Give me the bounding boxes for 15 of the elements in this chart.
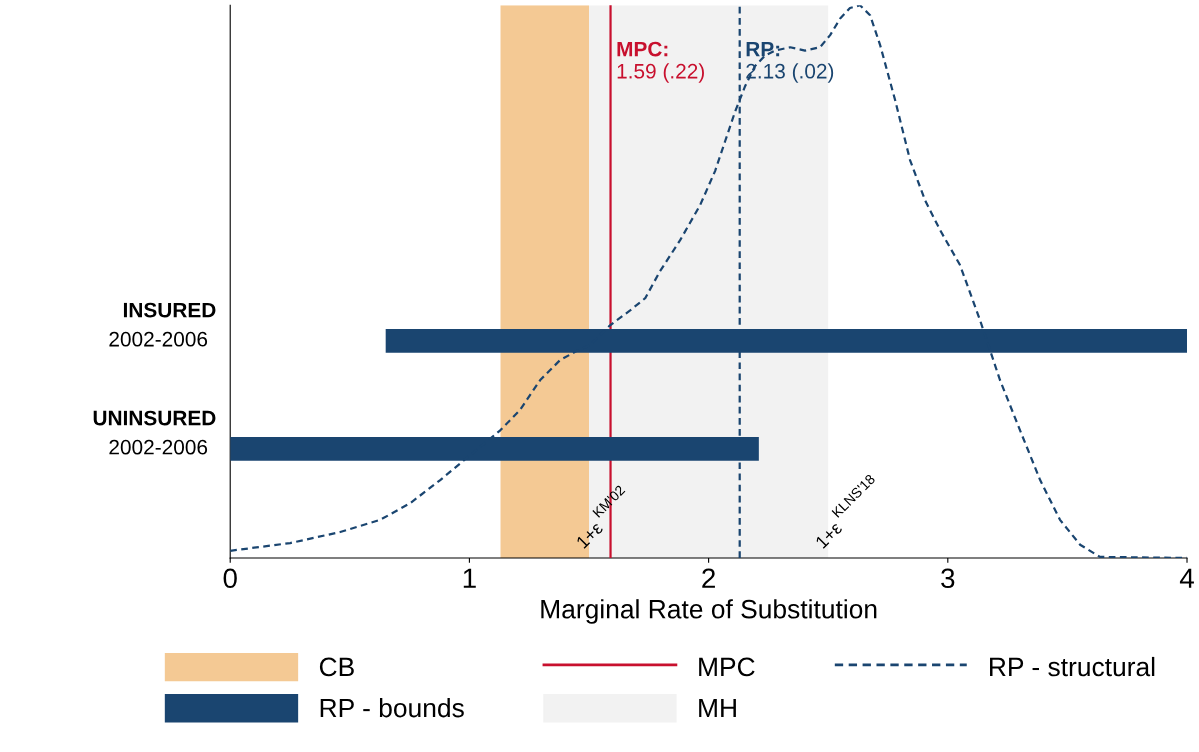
y-tick-label: INSURED 2002-2006 (109, 302, 216, 347)
annotation: MPC: 1.59 (.22) (617, 41, 704, 83)
x-tick-label: 4 (1179, 568, 1194, 588)
annotation: RP: 2.13 (.02) (746, 41, 834, 83)
legend-label: MH (699, 698, 736, 718)
legend-label: CB (319, 657, 354, 677)
x-tick-label: 3 (941, 568, 955, 589)
legend-label: RP - bounds (320, 698, 464, 718)
x-axis-title: Marginal Rate of Substitution (541, 599, 877, 624)
x-tick-label: 0 (223, 568, 237, 589)
y-tick-label: UNINSURED 2002-2006 (93, 410, 216, 455)
legend-label: MPC (699, 657, 755, 677)
x-tick-label: 2 (702, 568, 715, 588)
x-tick-label: 1 (463, 568, 476, 588)
text: RP - structural (990, 656, 1155, 677)
